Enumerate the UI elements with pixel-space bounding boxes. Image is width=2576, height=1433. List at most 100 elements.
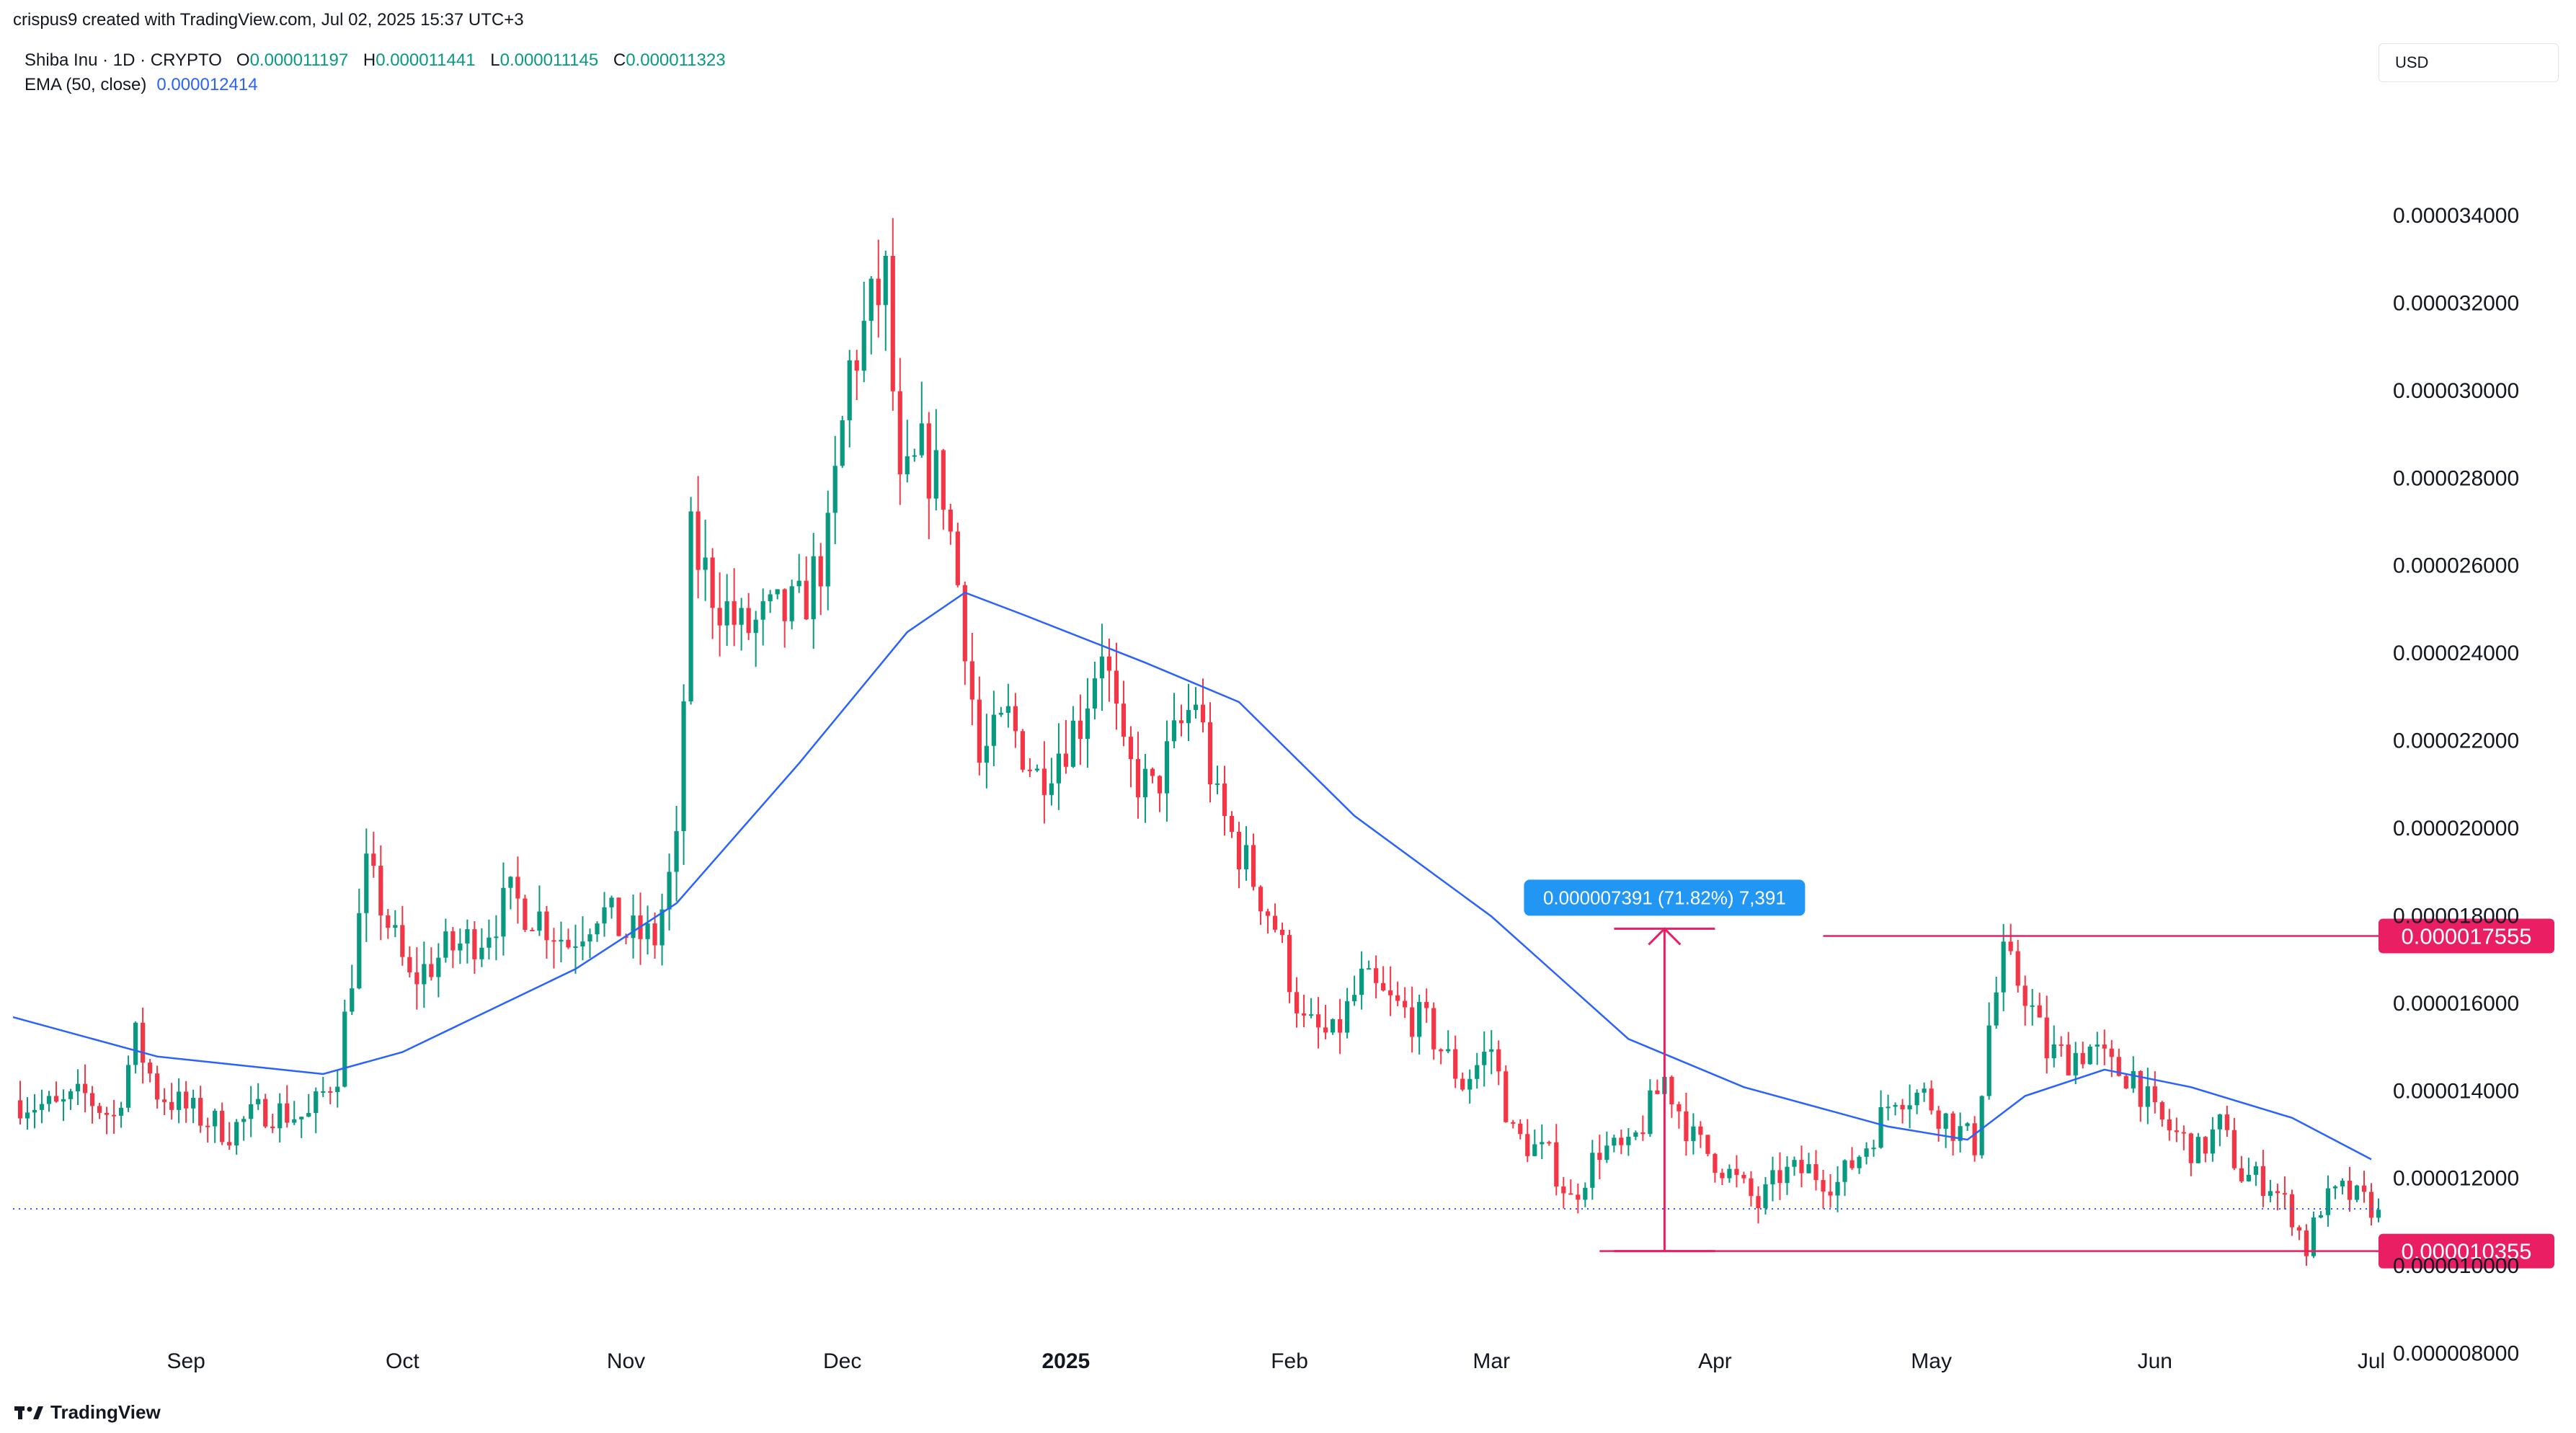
price-range-measure[interactable]: 0.000007391 (71.82%) 7,391 [1524,879,1806,1253]
candle [82,1064,88,1113]
x-tick-label: 2025 [1042,1349,1091,1373]
candle [2246,1158,2251,1182]
candle [1727,1164,1732,1183]
candle [1525,1119,1530,1163]
candle [1410,986,1415,1053]
candle [241,1116,247,1141]
candle [2044,995,2049,1074]
y-tick-label: 0.000008000 [2393,1342,2519,1366]
currency-selector[interactable]: USD [2379,43,2559,82]
candle [703,519,708,601]
candle [559,921,564,963]
candle [1590,1140,1595,1200]
candle [1171,693,1177,749]
level-price-badge [2379,918,2554,954]
candle [1828,1174,1833,1208]
candle [854,350,859,401]
candle [2231,1117,2237,1171]
candle [1078,694,1083,766]
low-label: L [490,50,500,70]
candle [696,476,701,598]
tradingview-brand[interactable]: TradingView [14,1401,161,1424]
candle [2361,1171,2367,1203]
candle [1475,1052,1480,1089]
candle [1777,1152,1782,1200]
measure-label-box [1524,879,1806,916]
candle [2253,1161,2258,1186]
ema-legend[interactable]: EMA (50, close) 0.000012414 [25,75,258,95]
candle [1532,1130,1537,1157]
candle [1294,977,1300,1028]
symbol-label[interactable]: Shiba Inu · 1D · CRYPTO [25,50,222,70]
y-tick-label: 0.000024000 [2393,642,2519,665]
candle [544,905,549,959]
candle [753,611,758,667]
candle [962,581,967,686]
candle [2368,1183,2374,1226]
candle [1958,1112,1963,1153]
candle [1193,687,1199,719]
candle [1713,1153,1718,1183]
candle [2325,1175,2331,1227]
candle [717,572,722,657]
candle [2340,1178,2345,1195]
candle [724,574,729,647]
candle [25,1097,30,1130]
candle [2066,1032,2071,1075]
close-label: C [613,50,626,70]
candle [2131,1056,2136,1093]
candle [1554,1124,1559,1196]
candle [1900,1099,1905,1124]
candle [306,1093,311,1117]
candle [234,1119,239,1155]
candle [818,543,823,616]
candle [2159,1101,2164,1127]
candle [847,350,852,448]
candle [1243,826,1249,881]
candle [883,250,888,351]
candle [422,941,427,1008]
candle [299,1117,304,1138]
y-tick-label: 0.000022000 [2393,729,2519,753]
candle [1576,1183,1581,1214]
candle [68,1088,74,1110]
candle [1994,977,1999,1029]
candle [991,691,996,766]
candle [1020,729,1025,773]
measure-label: 0.000007391 (71.82%) 7,391 [1543,887,1786,908]
candle [61,1089,66,1122]
candle [220,1102,225,1145]
candle [782,588,787,648]
candle [1878,1090,1883,1149]
candle [1597,1135,1602,1180]
level-price-badge [2379,1233,2554,1269]
candle [869,276,874,355]
candle [1359,951,1364,1010]
candle [1669,1075,1674,1118]
candle [1849,1147,1855,1170]
candle [1756,1186,1761,1224]
candle [1323,1004,1328,1039]
candle [1936,1106,1941,1142]
candle [436,943,441,998]
candle [1331,1018,1336,1035]
level-price-label: 0.000017555 [2401,923,2531,949]
candle [1835,1166,1840,1212]
candle [2087,1044,2092,1065]
candle [1749,1171,1754,1207]
candle [364,828,369,942]
candle [314,1087,319,1134]
candle [2123,1073,2128,1089]
candle [969,632,974,726]
candle [602,892,607,937]
candle [804,556,809,620]
candle [825,490,830,611]
candle [1439,1048,1444,1065]
candle [75,1069,81,1105]
candle [530,927,535,931]
candle [227,1122,232,1150]
ema-line [12,591,2372,1161]
candle [472,920,477,974]
candle [1705,1135,1710,1157]
